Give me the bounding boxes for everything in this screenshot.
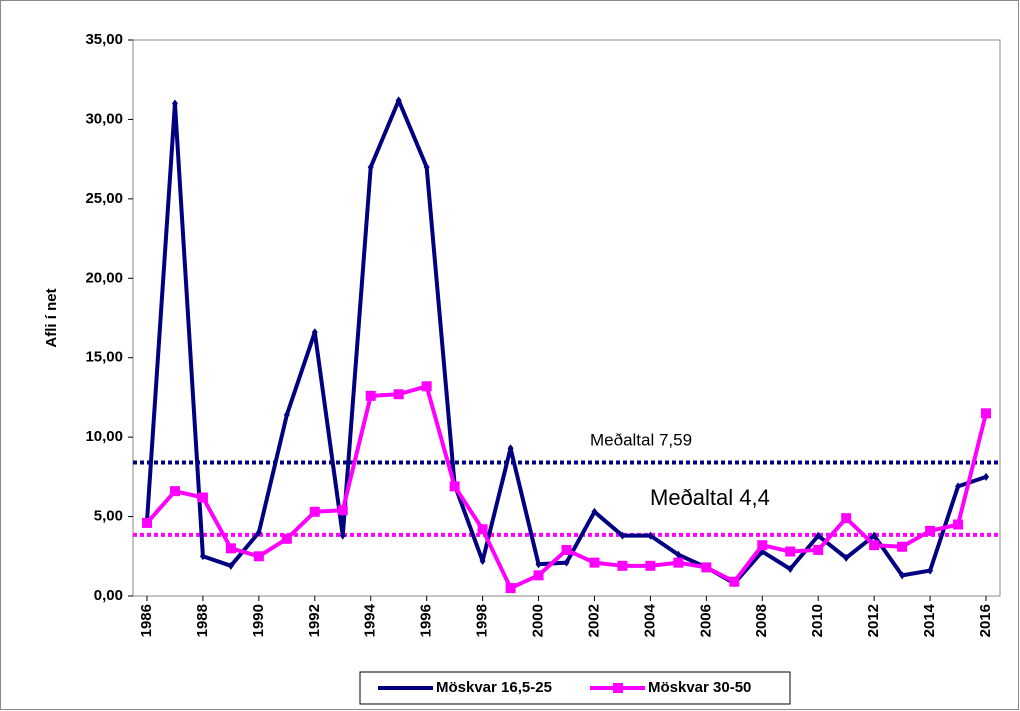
data-point [981, 408, 992, 419]
data-point [675, 550, 682, 559]
data-point [785, 546, 796, 557]
x-tick-label: 1992 [306, 604, 323, 637]
data-point [953, 519, 964, 530]
data-point [729, 576, 740, 587]
legend-label: Möskvar 30-50 [648, 679, 751, 696]
data-point [701, 562, 712, 573]
legend-label: Möskvar 16,5-25 [436, 679, 552, 696]
y-tick-label: 25,00 [85, 190, 123, 207]
y-tick-label: 5,00 [94, 508, 123, 525]
data-point [757, 540, 768, 551]
y-tick-label: 0,00 [94, 587, 123, 604]
data-point [591, 507, 598, 516]
x-tick-label: 1994 [362, 603, 379, 637]
data-point [673, 557, 684, 568]
data-point [199, 552, 206, 561]
x-tick-label: 2008 [753, 604, 770, 637]
data-point [365, 390, 376, 401]
x-tick-label: 2006 [697, 604, 714, 637]
x-tick-label: 2016 [977, 604, 994, 637]
data-point [589, 557, 600, 568]
data-point [983, 472, 990, 481]
data-point [533, 570, 544, 581]
legend-marker [613, 683, 623, 693]
data-point [337, 505, 348, 516]
data-point [171, 99, 178, 108]
x-tick-label: 2004 [641, 603, 658, 637]
annotation: Meðaltal 4,4 [650, 485, 770, 510]
data-point [309, 506, 320, 517]
data-point [507, 444, 514, 453]
data-point [255, 528, 262, 537]
data-point [367, 163, 374, 172]
data-point [339, 531, 346, 540]
data-point [843, 553, 850, 562]
data-point [395, 96, 402, 105]
data-point [423, 163, 430, 172]
x-tick-label: 2010 [809, 604, 826, 637]
y-tick-label: 35,00 [85, 31, 123, 48]
data-point [227, 561, 234, 570]
x-tick-label: 1986 [138, 604, 155, 637]
x-tick-label: 1988 [194, 604, 211, 637]
data-point [449, 481, 460, 492]
data-point [283, 410, 290, 419]
data-point [617, 560, 628, 571]
data-point [787, 564, 794, 573]
annotation: Meðaltal 7,59 [590, 430, 692, 449]
data-point [253, 551, 264, 562]
data-point [281, 533, 292, 544]
data-point [393, 389, 404, 400]
data-point [927, 566, 934, 575]
x-tick-label: 1998 [474, 604, 491, 637]
data-point [561, 544, 572, 555]
x-tick-label: 2014 [921, 603, 938, 637]
data-point [197, 492, 208, 503]
data-point [477, 524, 488, 535]
data-point [645, 560, 656, 571]
data-point [813, 544, 824, 555]
y-tick-label: 15,00 [85, 349, 123, 366]
data-point [563, 558, 570, 567]
y-tick-label: 30,00 [85, 110, 123, 127]
data-point [869, 540, 880, 551]
data-point [897, 541, 908, 552]
data-point [815, 531, 822, 540]
data-point [535, 560, 542, 569]
x-tick-label: 2012 [865, 604, 882, 637]
data-point [925, 525, 936, 536]
x-tick-label: 1990 [250, 604, 267, 637]
data-point [225, 543, 236, 554]
data-point [871, 531, 878, 540]
data-point [841, 513, 852, 524]
plot-frame [132, 39, 1001, 597]
x-tick-label: 2002 [585, 604, 602, 637]
data-point [955, 482, 962, 491]
data-point [479, 557, 486, 566]
data-point [619, 531, 626, 540]
data-point [505, 583, 516, 594]
data-point [647, 531, 654, 540]
x-tick-label: 1996 [418, 604, 435, 637]
y-axis-label: Afli í net [43, 288, 60, 347]
data-point [899, 571, 906, 580]
x-tick-label: 2000 [530, 604, 547, 637]
data-point [421, 381, 432, 392]
data-point [169, 486, 180, 497]
data-point [141, 517, 152, 528]
data-point [311, 328, 318, 337]
y-tick-label: 10,00 [85, 428, 123, 445]
y-tick-label: 20,00 [85, 269, 123, 286]
